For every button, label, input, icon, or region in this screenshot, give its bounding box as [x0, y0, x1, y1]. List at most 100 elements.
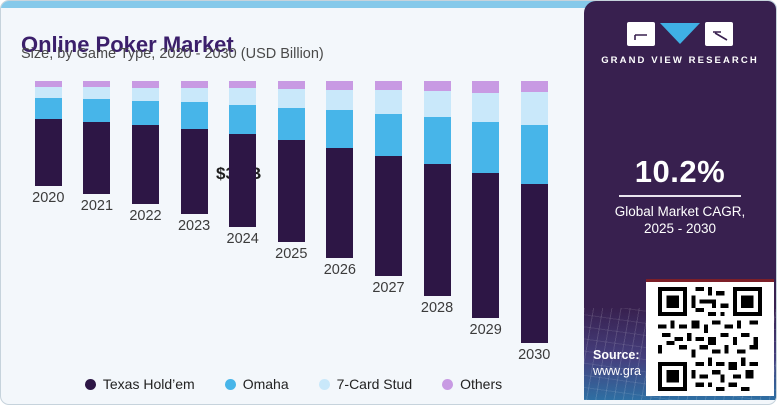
bar-segment-texas-holdem	[277, 139, 305, 242]
bars-row: 2020 2021 2022 2023 2024 2025 2026 2027 2028 2029…	[24, 81, 559, 363]
bar-segment-others	[374, 81, 402, 91]
source-note: Source: www.gra	[593, 347, 641, 380]
top-accent-strip	[1, 1, 776, 8]
bar-group: 2030	[510, 81, 559, 363]
gvr-logo	[584, 22, 776, 46]
legend-label: 7-Card Stud	[336, 376, 413, 392]
bar-segment-omaha	[180, 102, 208, 129]
x-axis-label: 2027	[372, 280, 405, 297]
bar-segment-others	[180, 81, 208, 89]
bar-group: 2028	[413, 81, 462, 363]
bar-segment-7-card-stud	[472, 93, 500, 122]
x-axis-label: 2023	[177, 218, 211, 234]
brand-panel: GRAND VIEW RESEARCH 10.2% Global Market …	[584, 1, 776, 400]
bar-segment-texas-holdem	[83, 121, 111, 195]
bar-stack-2026	[326, 81, 354, 258]
bar-group: 2027	[364, 81, 413, 363]
bar-segment-texas-holdem	[472, 172, 500, 319]
page-subtitle: Size, by Game Type, 2020 - 2030 (USD Bil…	[21, 46, 324, 62]
bar-segment-7-card-stud	[34, 86, 62, 98]
chart-section: Online Poker Market Size, by Game Type, …	[1, 1, 586, 404]
x-axis-label: 2025	[275, 245, 308, 262]
brand-name: GRAND VIEW RESEARCH	[601, 55, 759, 66]
legend-label: Omaha	[242, 376, 289, 392]
bar-segment-others	[520, 81, 548, 93]
bar-segment-omaha	[34, 97, 62, 119]
bar-stack-2027	[374, 81, 402, 277]
bar-segment-7-card-stud	[423, 91, 451, 117]
qr-code	[646, 279, 774, 396]
x-axis-label: 2026	[323, 262, 356, 278]
legend-dot-icon	[224, 378, 236, 390]
bar-segment-texas-holdem	[423, 163, 451, 297]
bar-segment-omaha	[229, 104, 257, 135]
x-axis-label: 2030	[518, 347, 551, 363]
cagr-value: 10.2%	[634, 154, 726, 189]
legend-dot-icon	[84, 378, 96, 390]
legend-item-omaha: Omaha	[224, 376, 289, 392]
x-axis-label: 2022	[129, 207, 162, 224]
bar-stack-2022	[131, 81, 159, 204]
cagr-divider	[619, 195, 741, 197]
bar-stack-2020	[34, 81, 62, 187]
cagr-label-line2: 2025 - 2030	[643, 220, 717, 236]
legend-label: Texas Hold’em	[102, 376, 195, 392]
bar-segment-omaha	[277, 108, 305, 140]
bar-segment-texas-holdem	[180, 128, 208, 214]
source-label: Source:	[593, 347, 640, 362]
bar-group: 2023	[170, 81, 219, 363]
legend-label: Others	[460, 376, 503, 392]
chart-legend: Texas Hold’em Omaha 7-Card Stud Others	[1, 376, 586, 392]
bar-segment-texas-holdem	[34, 118, 62, 187]
bar-group: 2020	[24, 81, 73, 363]
legend-item-7-card-stud: 7-Card Stud	[318, 376, 413, 392]
logo-g-icon	[627, 22, 655, 46]
bar-segment-others	[423, 81, 451, 92]
bar-segment-others	[229, 81, 257, 89]
bar-segment-omaha	[131, 101, 159, 126]
logo-v-icon	[660, 23, 700, 44]
bar-segment-others	[326, 81, 354, 91]
bar-segment-texas-holdem	[229, 134, 257, 227]
bar-segment-7-card-stud	[277, 88, 305, 109]
legend-dot-icon	[318, 378, 330, 390]
bar-group: 2029	[461, 81, 510, 363]
bar-segment-7-card-stud	[520, 92, 548, 126]
bar-segment-omaha	[472, 121, 500, 173]
x-axis-label: 2028	[420, 300, 454, 317]
bar-segment-omaha	[520, 125, 548, 184]
bar-stack-2024	[229, 81, 257, 227]
bar-segment-7-card-stud	[131, 87, 159, 102]
bar-segment-others	[277, 81, 305, 89]
legend-item-texas-holdem: Texas Hold’em	[84, 376, 195, 392]
bar-group: 2024	[218, 81, 267, 363]
bar-group: 2025	[267, 81, 316, 363]
bar-segment-7-card-stud	[83, 87, 111, 100]
bar-segment-others	[83, 81, 111, 88]
bar-segment-7-card-stud	[229, 88, 257, 105]
logo-r-icon	[705, 22, 733, 46]
bar-stack-2023	[180, 81, 208, 214]
bar-segment-others	[34, 81, 62, 87]
legend-dot-icon	[442, 378, 454, 390]
bar-segment-texas-holdem	[326, 147, 354, 258]
bar-segment-7-card-stud	[374, 90, 402, 115]
x-axis-label: 2029	[469, 322, 502, 339]
bar-stack-2025	[277, 81, 305, 242]
bar-stack-2021	[83, 81, 111, 195]
bar-group: 2026	[316, 81, 365, 363]
bar-segment-7-card-stud	[326, 90, 354, 111]
bar-segment-others	[472, 81, 500, 94]
bar-segment-texas-holdem	[520, 183, 548, 343]
cagr-label-line1: Global Market CAGR,	[614, 204, 746, 219]
bar-segment-texas-holdem	[374, 155, 402, 277]
x-axis-label: 2021	[80, 198, 114, 215]
cagr-label: Global Market CAGR, 2025 - 2030	[584, 204, 776, 238]
bar-stack-2028	[423, 81, 451, 297]
bar-segment-7-card-stud	[180, 88, 208, 103]
bar-group: 2021	[73, 81, 122, 363]
bar-group: 2022	[121, 81, 170, 363]
bar-stack-2030	[520, 81, 548, 343]
bar-segment-omaha	[423, 116, 451, 164]
